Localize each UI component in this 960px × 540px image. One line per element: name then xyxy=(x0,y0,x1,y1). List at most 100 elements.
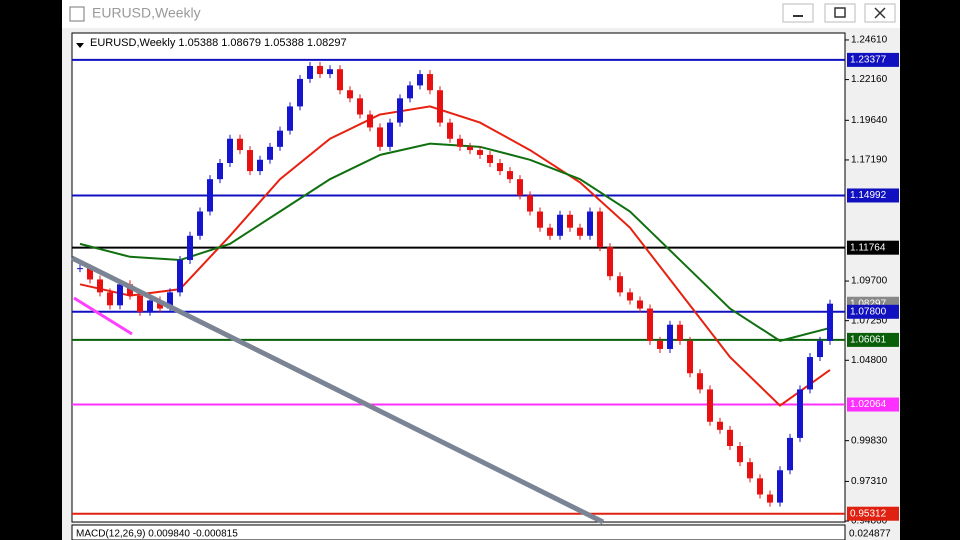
moving-average xyxy=(79,142,831,342)
y-tick-label: 1.07250 xyxy=(851,315,888,326)
candle xyxy=(307,65,313,79)
chart-header: EURUSD,Weekly 1.05388 1.08679 1.05388 1.… xyxy=(90,37,347,49)
candle xyxy=(727,429,733,446)
candle xyxy=(207,179,213,212)
candle xyxy=(167,292,173,309)
candle xyxy=(327,69,333,75)
level-label: 1.23377 xyxy=(850,55,887,66)
level-label: 0.95312 xyxy=(850,508,887,519)
candle xyxy=(717,421,723,430)
candle xyxy=(527,195,533,212)
candle xyxy=(817,340,823,358)
trend-line xyxy=(70,255,605,525)
level-label: 1.06061 xyxy=(850,335,887,346)
y-tick-label: 1.24610 xyxy=(851,35,888,46)
level-label: 1.11764 xyxy=(850,242,886,253)
candle xyxy=(117,284,123,306)
y-tick-label: 1.19640 xyxy=(851,115,888,126)
candle xyxy=(367,114,373,128)
candle xyxy=(197,211,203,236)
maximize-button[interactable] xyxy=(824,3,856,23)
candle xyxy=(707,389,713,422)
plot-area xyxy=(71,32,846,523)
candle xyxy=(147,300,153,312)
macd-label: MACD(12,26,9) 0.009840 -0.000815 xyxy=(76,529,238,540)
candle xyxy=(237,138,243,151)
candle xyxy=(77,268,83,270)
candle xyxy=(697,373,703,390)
level-label: 1.07800 xyxy=(850,306,887,317)
candle xyxy=(767,494,773,503)
y-tick-label: 1.22160 xyxy=(851,74,888,85)
candle xyxy=(227,138,233,164)
candle xyxy=(507,171,513,180)
level-label-box xyxy=(847,304,899,319)
candle xyxy=(407,85,413,99)
candle xyxy=(297,78,303,107)
candle xyxy=(757,478,763,495)
macd-tick-label: 0.024877 xyxy=(849,529,891,540)
candle xyxy=(397,98,403,123)
candle xyxy=(427,74,433,91)
y-tick-label: 0.99830 xyxy=(851,435,888,446)
current-price-label: 1.08297 xyxy=(850,298,887,309)
candle xyxy=(287,106,293,131)
candle xyxy=(637,300,643,309)
candle xyxy=(787,437,793,471)
candle xyxy=(217,163,223,180)
candle xyxy=(437,90,443,123)
candle xyxy=(627,292,633,301)
candle xyxy=(577,227,583,236)
level-label-box xyxy=(847,506,899,521)
level-label: 1.02064 xyxy=(850,399,887,410)
level-label-box xyxy=(847,397,899,412)
plot-layer xyxy=(72,58,845,515)
candle xyxy=(567,214,573,228)
candle xyxy=(317,65,323,75)
title-bar xyxy=(62,0,900,28)
y-tick-label: 1.09700 xyxy=(851,276,888,287)
candle xyxy=(587,211,593,236)
level-label-box xyxy=(847,188,899,203)
candle xyxy=(377,127,383,147)
candle xyxy=(257,159,263,172)
candle xyxy=(187,235,193,261)
candle xyxy=(597,211,603,248)
candle xyxy=(647,308,653,341)
level-label-box xyxy=(847,332,899,347)
candle xyxy=(387,122,393,147)
candle xyxy=(127,284,133,296)
moving-average xyxy=(79,105,831,407)
candle xyxy=(177,260,183,293)
candle xyxy=(467,146,473,151)
candle xyxy=(537,211,543,228)
candle xyxy=(557,214,563,236)
candle xyxy=(617,276,623,293)
candle xyxy=(247,150,253,172)
window-icon xyxy=(69,6,85,22)
candle xyxy=(737,445,743,463)
candle xyxy=(137,295,143,312)
candle xyxy=(357,98,363,115)
level-label-box xyxy=(847,240,899,255)
candle xyxy=(547,227,553,236)
candle xyxy=(107,292,113,306)
candle xyxy=(267,146,273,160)
candle xyxy=(667,324,673,349)
candle xyxy=(497,163,503,172)
candle xyxy=(477,150,483,155)
pink-trend-line xyxy=(73,296,133,336)
menu-arrow[interactable] xyxy=(76,43,84,48)
minimize-button[interactable] xyxy=(782,3,814,23)
candle xyxy=(797,389,803,438)
candle xyxy=(657,340,663,349)
candle xyxy=(277,130,283,147)
candle xyxy=(677,324,683,341)
candle xyxy=(337,69,343,91)
candle xyxy=(457,138,463,147)
window-controls[interactable] xyxy=(782,3,896,23)
candle xyxy=(807,357,813,390)
candle xyxy=(687,340,693,374)
window-title: EURUSD,Weekly xyxy=(92,5,201,21)
